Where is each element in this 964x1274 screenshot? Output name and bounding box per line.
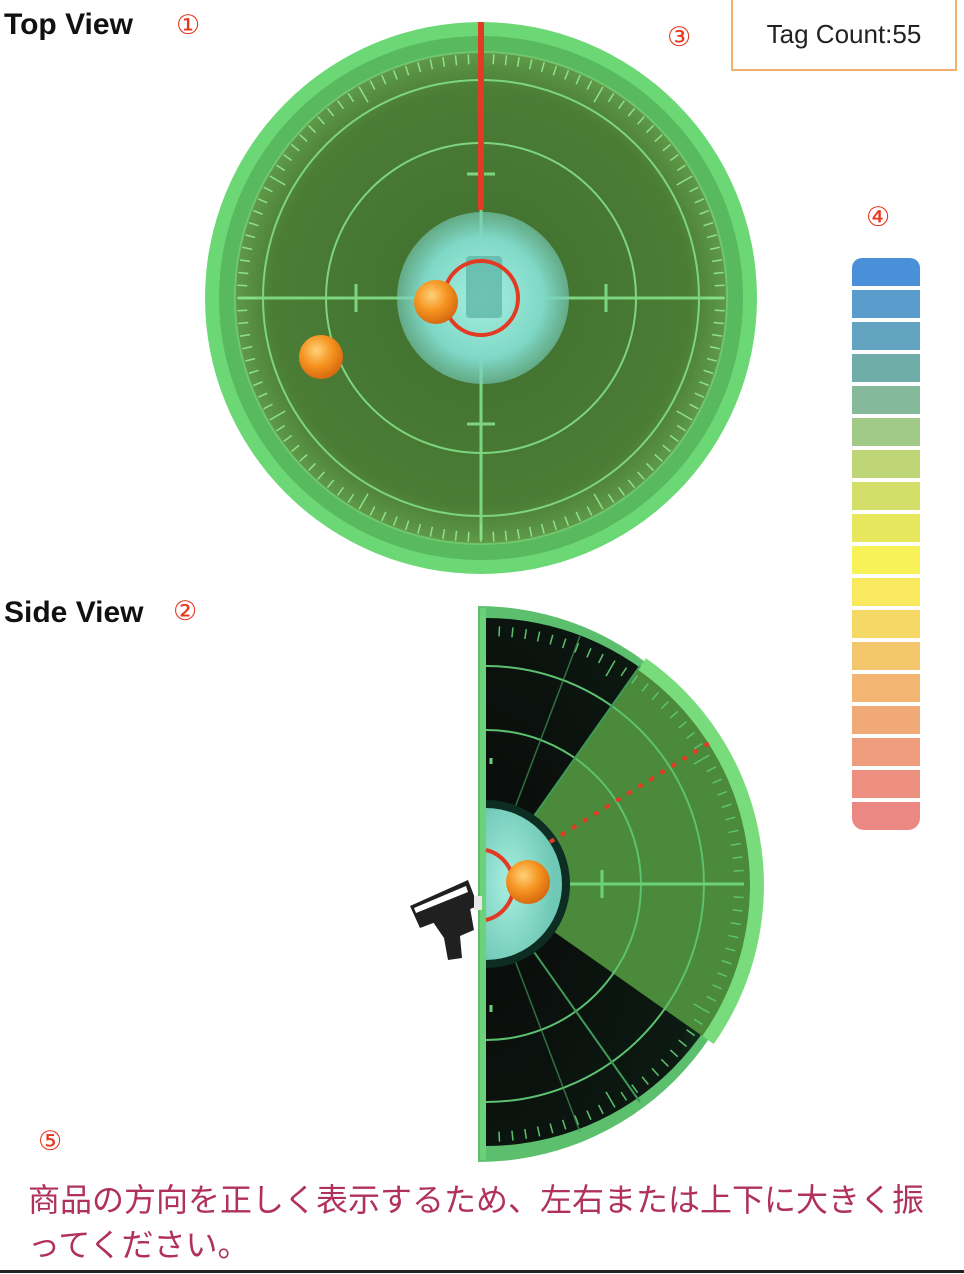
legend-segment [852, 642, 920, 670]
marker-4: ④ [866, 202, 891, 233]
device-icon [466, 256, 502, 318]
heading-line [548, 738, 716, 844]
top-view-title: Top View [4, 8, 133, 41]
bottom-divider [0, 1270, 964, 1273]
scanner-icon [410, 880, 482, 960]
legend-segment [852, 578, 920, 606]
marker-5: ⑤ [38, 1126, 63, 1157]
marker-1: ① [176, 10, 201, 41]
legend-segment [852, 386, 920, 414]
legend-segment [852, 354, 920, 382]
legend-segment [852, 290, 920, 318]
legend-segment [852, 418, 920, 446]
legend-segment [852, 322, 920, 350]
tag-dot [414, 280, 458, 324]
legend-segment [852, 610, 920, 638]
signal-sector [486, 664, 757, 1040]
legend-segment [852, 706, 920, 734]
marker-2: ② [173, 596, 198, 627]
top-view-radar [205, 22, 757, 574]
legend-segment [852, 770, 920, 798]
legend-segment [852, 450, 920, 478]
legend-segment [852, 802, 920, 830]
instruction-text: 商品の方向を正しく表示するため、左右または上下に大きく振ってください。 [28, 1181, 925, 1264]
signal-strength-legend [852, 258, 920, 830]
legend-segment [852, 258, 920, 286]
marker-3: ③ [667, 22, 692, 53]
legend-segment [852, 482, 920, 510]
side-view-title: Side View [4, 596, 144, 629]
side-view-radar [410, 606, 764, 1162]
legend-segment [852, 514, 920, 542]
tag-dot [299, 335, 343, 379]
tag-count-box: Tag Count:55 [731, 0, 957, 71]
legend-segment [852, 674, 920, 702]
legend-segment [852, 546, 920, 574]
tag-dot [506, 860, 550, 904]
legend-segment [852, 738, 920, 766]
